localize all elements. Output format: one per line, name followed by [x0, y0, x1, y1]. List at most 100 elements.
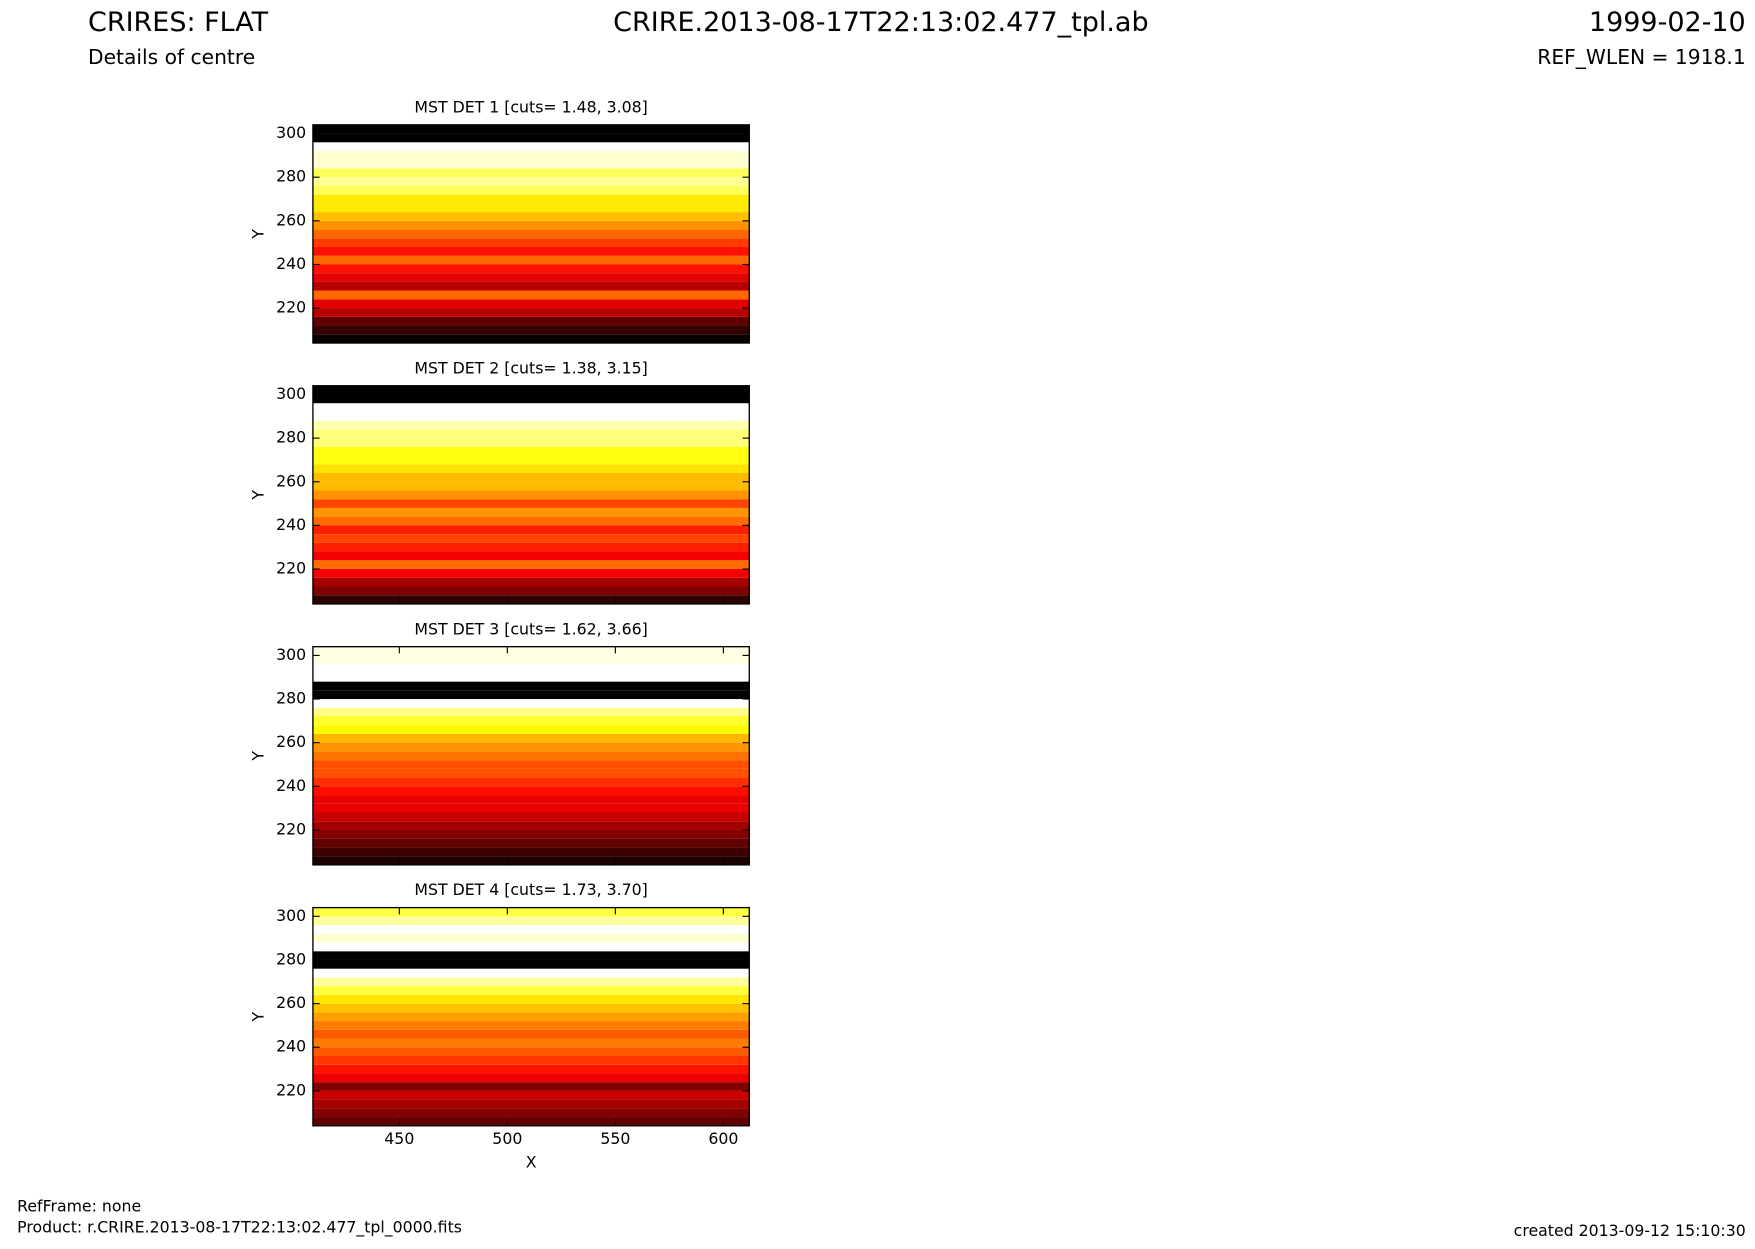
heatmap-row	[312, 281, 750, 291]
heatmap-row	[312, 1073, 750, 1083]
y-tick-label: 260	[276, 471, 306, 490]
heatmap-row	[312, 1055, 750, 1065]
heatmap-row	[312, 942, 750, 952]
panel-title: MST DET 4 [cuts= 1.73, 3.70]	[414, 880, 647, 899]
heatmap-row	[312, 455, 750, 465]
heatmap-row	[312, 542, 750, 552]
plot-frame	[312, 646, 750, 866]
header-subtitle: Details of centre	[88, 45, 255, 69]
y-tick-label: 220	[276, 819, 306, 838]
plot-frame	[312, 906, 750, 1127]
heatmap-row	[312, 499, 750, 508]
x-tick-label: 600	[708, 1129, 738, 1148]
heatmap-row	[312, 586, 750, 596]
heatmap-row	[312, 1021, 750, 1030]
heatmap-row	[312, 577, 750, 587]
heatmap-row	[312, 856, 750, 865]
heatmap-row	[312, 1029, 750, 1039]
heatmap-row	[312, 829, 750, 839]
heatmap-row	[312, 159, 750, 169]
heatmap-row	[312, 325, 750, 335]
heatmap-row	[312, 795, 750, 804]
heatmap-row	[312, 707, 750, 717]
panel-title: MST DET 2 [cuts= 1.38, 3.15]	[414, 358, 647, 377]
header-date: 1999-02-10	[1589, 7, 1746, 38]
heatmap-row	[312, 151, 750, 160]
heatmap-row	[312, 690, 750, 700]
heatmap-row	[312, 986, 750, 995]
heatmap-row	[312, 821, 750, 830]
heatmap-row	[312, 951, 750, 960]
heatmap-row	[312, 933, 750, 943]
heatmap-row	[312, 473, 750, 482]
heatmap-row	[312, 525, 750, 535]
heatmap-row	[312, 907, 750, 917]
heatmap-row	[312, 1108, 750, 1118]
heatmap-row	[312, 203, 750, 213]
plot-frame	[312, 124, 750, 344]
heatmap-row	[312, 681, 750, 691]
heatmap-row	[312, 838, 750, 848]
heatmap-row	[312, 968, 750, 978]
heatmap-row	[312, 308, 750, 317]
y-axis-label: Y	[248, 1012, 267, 1023]
y-tick-label: 300	[276, 906, 306, 925]
heatmap-row	[312, 124, 750, 134]
footer-product: Product: r.CRIRE.2013-08-17T22:13:02.477…	[17, 1218, 462, 1238]
panel-title: MST DET 3 [cuts= 1.62, 3.66]	[414, 619, 647, 638]
heatmap-row	[312, 742, 750, 752]
heatmap-row	[312, 699, 750, 708]
heatmap-row	[312, 786, 750, 796]
y-tick-label: 240	[276, 776, 306, 795]
plot-frame	[312, 385, 750, 605]
heatmap-row	[312, 1090, 750, 1100]
footer-refframe: RefFrame: none	[17, 1196, 141, 1215]
x-tick-label: 500	[492, 1129, 522, 1148]
heatmap-row	[312, 403, 750, 412]
heatmap-row	[312, 664, 750, 673]
heatmap-row	[312, 560, 750, 570]
heatmap-row	[312, 133, 750, 143]
heatmap-row	[312, 1117, 750, 1126]
heatmap-row	[312, 507, 750, 517]
heatmap-row	[312, 168, 750, 178]
heatmap-row	[312, 812, 750, 822]
heatmap-row	[312, 264, 750, 274]
heatmap-row	[312, 768, 750, 778]
y-tick-label: 220	[276, 1080, 306, 1099]
heatmap-row	[312, 655, 750, 665]
heatmap-row	[312, 316, 750, 326]
y-tick-label: 260	[276, 732, 306, 751]
heatmap-row	[312, 1064, 750, 1074]
heatmap-row	[312, 569, 750, 578]
heatmap-row	[312, 1038, 750, 1048]
heatmap-row	[312, 429, 750, 439]
heatmap-row	[312, 1012, 750, 1022]
header-file: CRIRE.2013-08-17T22:13:02.477_tpl.ab	[613, 7, 1148, 38]
heatmap-row	[312, 760, 750, 769]
heatmap-row	[312, 394, 750, 404]
heatmap-row	[312, 803, 750, 813]
heatmap-row	[312, 777, 750, 787]
heatmap-row	[312, 229, 750, 239]
heatmap-row	[312, 420, 750, 430]
footer-created: created 2013-09-12 15:10:30	[1514, 1221, 1746, 1240]
heatmap-row	[312, 385, 750, 395]
heatmap-row	[312, 551, 750, 561]
header-title: CRIRES: FLAT	[88, 7, 269, 38]
y-tick-label: 240	[276, 515, 306, 534]
y-tick-label: 300	[276, 645, 306, 664]
y-tick-label: 240	[276, 1037, 306, 1056]
heatmap-row	[312, 1099, 750, 1109]
heatmap-row	[312, 534, 750, 543]
panel-title: MST DET 1 [cuts= 1.48, 3.08]	[414, 97, 647, 116]
heatmap-row	[312, 959, 750, 969]
y-axis-label: Y	[248, 751, 267, 762]
header-ref-wlen: REF_WLEN = 1918.1	[1537, 45, 1745, 69]
x-tick-label: 550	[600, 1129, 630, 1148]
y-tick-label: 280	[276, 689, 306, 708]
heatmap-row	[312, 446, 750, 456]
y-tick-label: 220	[276, 559, 306, 578]
heatmap-row	[312, 490, 750, 500]
